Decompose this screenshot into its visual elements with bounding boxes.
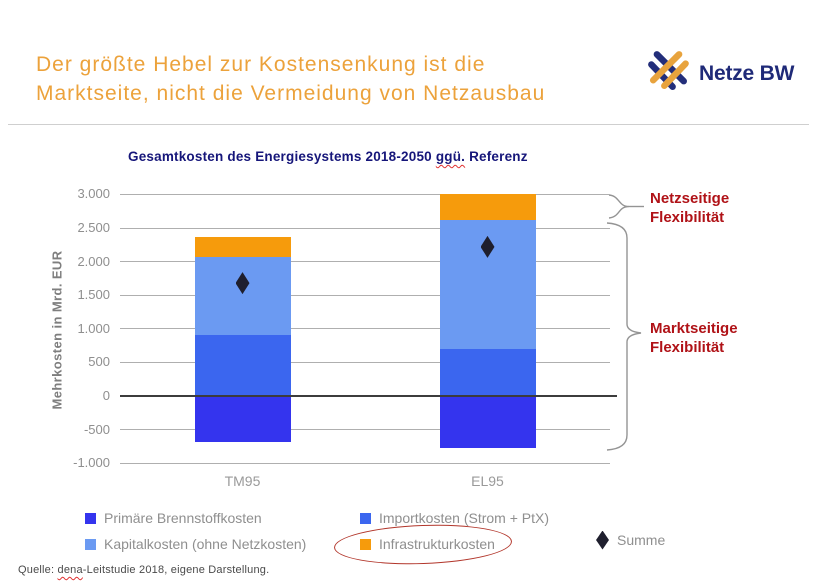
annotation-marktseitige-flexibilitaet: Marktseitige Flexibilität xyxy=(650,319,738,357)
summe-diamond-EL95 xyxy=(480,235,495,258)
summe-diamond-TM95 xyxy=(235,272,250,295)
chart-title-part2: Referenz xyxy=(465,149,528,164)
source-suffix: -Leitstudie 2018, eigene Darstellung. xyxy=(82,564,270,576)
legend-item-infrastrukturkosten: Infrastrukturkosten xyxy=(360,536,495,552)
annotation-netz-line1: Netzseitige xyxy=(650,190,730,207)
gridline xyxy=(120,361,610,363)
source-spellcheck-word: dena xyxy=(57,564,83,576)
source-prefix: Quelle: xyxy=(18,564,58,576)
gridline xyxy=(120,328,610,330)
y-tick-label: 1.000 xyxy=(77,320,110,336)
legend-swatch-kapitalkosten xyxy=(85,538,96,550)
header-divider xyxy=(8,124,809,125)
page-title-line1: Der größte Hebel zur Kostensenkung ist d… xyxy=(36,53,486,77)
source-note: Quelle: dena-Leitstudie 2018, eigene Dar… xyxy=(18,564,269,576)
legend-swatch-primaere xyxy=(85,512,96,524)
brace-annotations xyxy=(606,194,644,451)
y-tick-label: -500 xyxy=(83,421,110,437)
legend-label-infrastrukturkosten: Infrastrukturkosten xyxy=(379,536,495,552)
legend-swatch-importkosten xyxy=(360,512,371,524)
gridline xyxy=(120,227,610,229)
x-category-label-EL95: EL95 xyxy=(471,473,504,489)
bar-segment-EL95-0 xyxy=(439,396,536,449)
annotation-markt-line2: Flexibilität xyxy=(650,339,725,356)
legend-item-kapitalkosten: Kapitalkosten (ohne Netzkosten) xyxy=(85,536,306,552)
y-tick-label: 1.500 xyxy=(77,287,110,303)
bar-segment-EL95-1 xyxy=(439,348,536,396)
y-tick-label: 500 xyxy=(88,354,110,370)
netze-bw-weave-icon xyxy=(643,46,693,101)
bar-segment-TM95-3 xyxy=(194,237,291,257)
legend-item-summe: Summe xyxy=(596,530,666,550)
legend-label-summe: Summe xyxy=(617,532,666,548)
zero-baseline xyxy=(120,394,617,398)
chart-title: Gesamtkosten des Energiesystems 2018-205… xyxy=(128,149,528,164)
x-category-label-TM95: TM95 xyxy=(224,473,261,489)
y-tick-label: 2.000 xyxy=(77,253,110,269)
marktseitig-brace xyxy=(606,222,642,451)
y-tick-label: 2.500 xyxy=(77,220,110,235)
annotation-markt-line1: Marktseitige xyxy=(650,320,738,337)
y-tick-label: 0 xyxy=(102,388,110,403)
legend-swatch-infrastrukturkosten xyxy=(360,538,371,550)
legend-item-primaere-brennstoffkosten: Primäre Brennstoffkosten xyxy=(85,510,262,526)
gridline xyxy=(120,462,610,464)
legend-label-primaere: Primäre Brennstoffkosten xyxy=(104,510,262,526)
annotation-netzseitige-flexibilitaet: Netzseitige Flexibilität xyxy=(650,189,729,227)
netzseitig-brace xyxy=(608,194,630,219)
gridline xyxy=(120,429,610,431)
y-tick-label: 3.000 xyxy=(77,186,110,202)
legend-label-importkosten: Importkosten (Strom + PtX) xyxy=(379,510,549,526)
gridline xyxy=(120,193,610,195)
bar-segment-TM95-2 xyxy=(194,256,291,335)
chart-title-part1: Gesamtkosten des Energiesystems 2018-205… xyxy=(128,149,436,164)
bar-segment-TM95-1 xyxy=(194,334,291,396)
gridline xyxy=(120,261,610,263)
legend-item-importkosten: Importkosten (Strom + PtX) xyxy=(360,510,549,526)
chart-title-spellcheck-word: ggü. xyxy=(435,149,466,164)
annotation-netz-line2: Flexibilität xyxy=(650,209,725,226)
legend-label-kapitalkosten: Kapitalkosten (ohne Netzkosten) xyxy=(104,536,307,552)
page-title: Der größte Hebel zur Kostensenkung ist d… xyxy=(36,50,545,108)
bar-segment-EL95-3 xyxy=(439,194,536,220)
gridline xyxy=(120,294,610,296)
netze-bw-logo: Netze BW xyxy=(643,46,794,101)
bar-segment-TM95-0 xyxy=(194,396,291,442)
logo-wordmark: Netze BW xyxy=(699,61,795,85)
legend-diamond-icon xyxy=(596,530,609,550)
y-tick-label: -1.000 xyxy=(73,455,110,471)
page-title-line2: Marktseite, nicht die Vermeidung von Net… xyxy=(36,82,546,106)
